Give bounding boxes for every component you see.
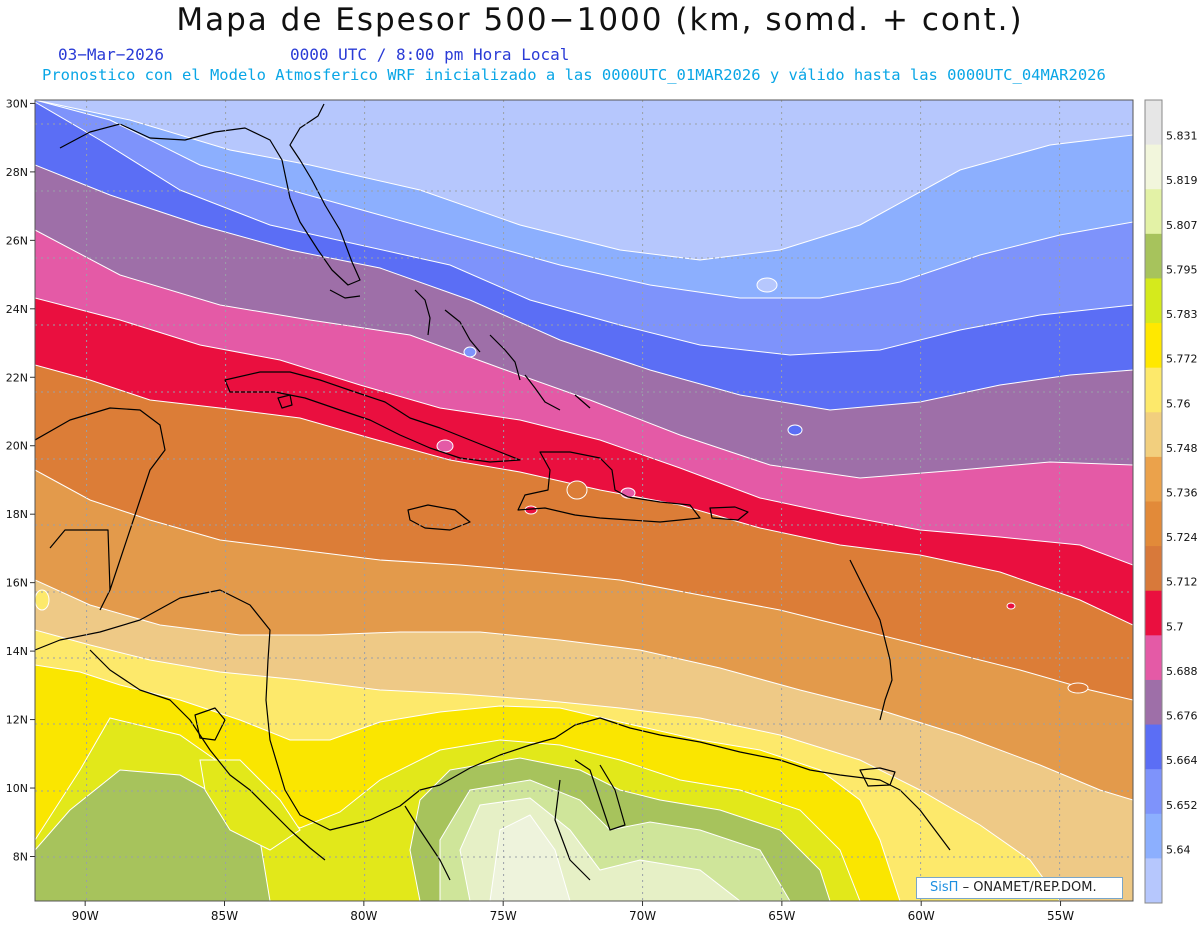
colorbar-swatch xyxy=(1145,144,1162,190)
coastlines xyxy=(35,103,951,881)
colorbar-swatch xyxy=(1145,367,1162,413)
colorbar-label: 5.712 xyxy=(1166,576,1198,589)
lat-tick-label: 26N xyxy=(6,234,28,247)
grid-lines xyxy=(35,100,1133,901)
colorbar-label: 5.795 xyxy=(1166,263,1198,276)
colorbar-label: 5.7 xyxy=(1166,620,1184,633)
us-coast xyxy=(59,103,361,286)
lon-tick-label: 60W xyxy=(908,909,935,923)
colorbar-swatch xyxy=(1145,546,1162,592)
lat-tick-label: 14N xyxy=(6,645,28,658)
axis-ticks: 90W 85W 80W 75W 70W 65W 60W 55W 30N 28N 26N 24N 22N 2… xyxy=(6,97,1074,923)
colorbar-label: 5.736 xyxy=(1166,487,1198,500)
lon-tick-label: 55W xyxy=(1047,909,1074,923)
jamaica xyxy=(407,504,471,531)
colorbar-swatch xyxy=(1145,858,1162,904)
hispaniola xyxy=(517,451,701,523)
colorbar-swatch xyxy=(1145,635,1162,681)
colorbar-swatch xyxy=(1145,412,1162,458)
band-13 xyxy=(35,769,271,901)
lat-tick-label: 20N xyxy=(6,440,28,453)
colorbar-swatch xyxy=(1145,501,1162,547)
lon-tick-label: 70W xyxy=(629,909,656,923)
colorbar: 5.831 5.819 5.807 5.795 5.783 5.772 5.76 5.748 5… xyxy=(1144,99,1198,904)
lon-tick-label: 90W xyxy=(72,909,99,923)
colorbar-label: 5.807 xyxy=(1166,219,1198,232)
colorbar-label: 5.783 xyxy=(1166,308,1198,321)
colorbar-label: 5.748 xyxy=(1166,442,1198,455)
lat-tick-label: 24N xyxy=(6,303,28,316)
lat-tick-label: 22N xyxy=(6,371,28,384)
bahamas-2 xyxy=(444,309,481,353)
colorbar-swatch xyxy=(1145,456,1162,502)
colorbar-label: 5.64 xyxy=(1166,843,1191,856)
colorbar-label: 5.688 xyxy=(1166,665,1198,678)
band-18 xyxy=(199,759,301,851)
bahamas-3 xyxy=(489,334,521,381)
belize-border xyxy=(49,529,111,591)
colorbar-label: 5.819 xyxy=(1166,174,1198,187)
puerto-rico xyxy=(709,506,749,521)
map-title: Mapa de Espesor 500−1000 (km, somd. + co… xyxy=(176,2,1024,38)
colorbar-label: 5.772 xyxy=(1166,353,1198,366)
lon-tick-label: 75W xyxy=(490,909,517,923)
credit-text: – ONAMET/REP.DOM. xyxy=(962,880,1097,895)
small-features xyxy=(35,277,1089,694)
colorbar-swatch xyxy=(1145,769,1162,815)
lat-tick-label: 8N xyxy=(13,851,28,864)
plot-frame xyxy=(34,99,1134,902)
lat-tick-label: 28N xyxy=(6,166,28,179)
nicaragua-lake xyxy=(194,707,226,741)
colorbar-frame xyxy=(1144,99,1163,904)
colorbar-swatch xyxy=(1145,813,1162,859)
forecast-subtitle: Pronostico con el Modelo Atmosferico WRF… xyxy=(42,66,1106,84)
credit-brand: SisΠ xyxy=(930,880,959,895)
central-america xyxy=(35,589,441,831)
lat-tick-label: 30N xyxy=(6,97,28,110)
pacific-coast xyxy=(89,649,326,861)
colorbar-label: 5.76 xyxy=(1166,397,1191,410)
colorbar-label: 5.724 xyxy=(1166,531,1198,544)
maracaibo xyxy=(574,759,626,831)
colorbar-swatch xyxy=(1145,724,1162,770)
colorbar-swatch xyxy=(1145,189,1162,235)
colorbar-swatch xyxy=(1145,100,1162,146)
bahamas-4 xyxy=(524,374,561,411)
lon-tick-label: 80W xyxy=(350,909,377,923)
thickness-bands xyxy=(35,100,1133,901)
colorbar-label: 5.652 xyxy=(1166,799,1198,812)
lat-tick-label: 10N xyxy=(6,782,28,795)
forecast-date: 03−Mar−2026 xyxy=(58,45,164,64)
panama-colombia xyxy=(404,805,451,881)
colorbar-swatch xyxy=(1145,679,1162,726)
bahamas-5 xyxy=(574,394,591,409)
lat-tick-label: 12N xyxy=(6,714,28,727)
bahamas-1 xyxy=(414,289,431,336)
lesser-antilles xyxy=(849,559,893,721)
forecast-time: 0000 UTC / 8:00 pm Hora Local xyxy=(290,45,570,64)
colorbar-label: 5.831 xyxy=(1166,130,1198,143)
colorbar-swatch xyxy=(1145,323,1162,369)
colorbar-label: 5.664 xyxy=(1166,754,1198,767)
isla-juventud xyxy=(277,394,293,409)
lon-tick-label: 85W xyxy=(211,909,238,923)
trinidad xyxy=(859,767,896,787)
lat-tick-label: 16N xyxy=(6,577,28,590)
lat-tick-label: 18N xyxy=(6,508,28,521)
lon-tick-label: 65W xyxy=(768,909,795,923)
colorbar-swatch xyxy=(1145,590,1162,636)
colorbar-swatch xyxy=(1145,233,1162,279)
colorbar-label: 5.676 xyxy=(1166,710,1198,723)
florida-keys xyxy=(329,289,361,299)
colombia-venezuela-border xyxy=(554,779,591,881)
south-america xyxy=(439,717,951,851)
credit-box: SisΠ – ONAMET/REP.DOM. xyxy=(916,877,1123,899)
yucatan xyxy=(35,407,166,611)
colorbar-swatch xyxy=(1145,278,1162,324)
band-17 xyxy=(489,814,571,901)
